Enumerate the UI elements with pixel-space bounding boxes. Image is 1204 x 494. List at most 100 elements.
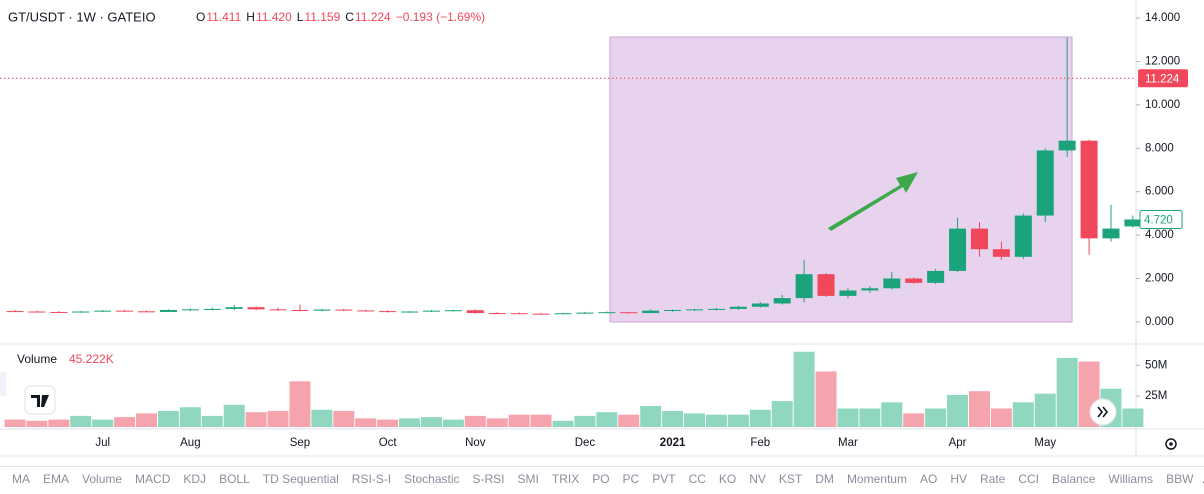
- volume-title: Volume: [17, 352, 57, 366]
- indicator-button[interactable]: Balance: [1052, 472, 1096, 486]
- indicator-button[interactable]: MA: [12, 472, 30, 486]
- x-tick-label: Mar: [838, 437, 858, 449]
- indicator-button[interactable]: BBW: [1166, 472, 1194, 486]
- volume-tick-label: 25M: [1145, 390, 1167, 402]
- ohlc-value: 11.224: [355, 10, 391, 24]
- indicator-button[interactable]: CC: [688, 472, 706, 486]
- candle-body: [116, 310, 134, 312]
- trend-arrow: [828, 172, 918, 231]
- indicator-button[interactable]: AO: [919, 472, 938, 486]
- candle-body: [466, 310, 484, 314]
- scroll-icon: [1097, 406, 1109, 418]
- symbol-title: GT/USDT · 1W · GATEIO: [8, 9, 156, 24]
- settings-button[interactable]: [1165, 438, 1177, 450]
- candle-body: [313, 309, 331, 311]
- change-text: −0.193 (−1.69%): [396, 10, 485, 24]
- volume-bar: [48, 419, 70, 427]
- current-price-box: [1139, 209, 1183, 229]
- candle-body: [927, 270, 945, 283]
- volume-bar: [859, 408, 881, 427]
- volume-bar: [903, 413, 925, 427]
- candle-body: [707, 308, 725, 310]
- y-tick-label: 0.000: [1145, 316, 1174, 328]
- x-tick-label: Jul: [95, 437, 110, 449]
- candle-body: [992, 249, 1010, 257]
- candle-body: [598, 312, 616, 314]
- indicator-button[interactable]: SMI: [517, 472, 539, 486]
- ohlc-value: 11.420: [256, 10, 292, 24]
- volume-bar: [223, 404, 245, 427]
- indicator-button[interactable]: MACD: [135, 472, 171, 486]
- indicator-button[interactable]: Williams: [1108, 472, 1154, 486]
- indicator-button[interactable]: S-RSI: [472, 472, 505, 486]
- indicator-button[interactable]: Rate: [979, 472, 1006, 486]
- candle-body: [620, 312, 638, 314]
- indicator-button[interactable]: TD Sequential: [262, 472, 339, 486]
- indicator-button[interactable]: CCI: [1018, 472, 1040, 486]
- indicator-button[interactable]: Volume: [82, 472, 123, 486]
- logo-mark: [31, 395, 49, 407]
- y-tick-label: 14.000: [1145, 12, 1180, 24]
- ohlc-key: H: [246, 10, 255, 24]
- settings-dot: [1169, 442, 1173, 446]
- volume-bar: [26, 420, 48, 427]
- volume-bar: [837, 408, 859, 427]
- current-price-label: 4.720: [1144, 215, 1173, 227]
- indicator-button[interactable]: PO: [592, 472, 610, 486]
- candle-body: [181, 309, 199, 311]
- volume-bar: [727, 414, 749, 427]
- volume-bar: [968, 391, 990, 427]
- x-tick-label: May: [1034, 437, 1056, 449]
- left-handle[interactable]: [0, 372, 6, 396]
- x-tick-label: Aug: [180, 437, 200, 449]
- candle-body: [94, 310, 112, 312]
- volume-bar: [793, 351, 815, 427]
- indicator-button[interactable]: DM: [815, 472, 834, 486]
- candle-body: [751, 303, 769, 307]
- indicator-button[interactable]: TRIX: [551, 472, 580, 486]
- candle-body: [664, 310, 682, 312]
- ohlc-key: O: [196, 10, 205, 24]
- candle-body: [861, 288, 879, 291]
- indicator-button[interactable]: HV: [950, 472, 967, 486]
- candle-body: [1036, 150, 1054, 216]
- volume-bar: [420, 417, 442, 427]
- candle-body: [686, 309, 704, 311]
- volume-bar: [1034, 393, 1056, 427]
- candle-body: [576, 312, 594, 314]
- volume-bar: [464, 415, 486, 427]
- ohlc-value: 11.411: [206, 10, 241, 24]
- indicator-button[interactable]: NV: [749, 472, 766, 486]
- candle-body: [554, 313, 572, 315]
- ohlc-key: L: [297, 10, 304, 24]
- indicator-button[interactable]: EMA: [43, 472, 70, 486]
- candle-body: [1014, 215, 1032, 257]
- volume-bar: [136, 413, 158, 427]
- indicator-button[interactable]: PC: [622, 472, 640, 486]
- candle-body: [905, 278, 923, 283]
- volume-bar: [333, 410, 355, 427]
- x-tick-label: Dec: [575, 437, 596, 449]
- indicator-button[interactable]: PVT: [652, 472, 676, 486]
- volume-bar: [157, 410, 179, 427]
- x-tick-label: Oct: [379, 437, 398, 449]
- indicator-button[interactable]: KST: [778, 472, 803, 486]
- candle-body: [379, 311, 397, 313]
- x-tick-label: Sep: [290, 437, 310, 449]
- volume-bar: [70, 415, 92, 427]
- indicator-button[interactable]: Momentum: [846, 472, 907, 486]
- candle-body: [444, 310, 462, 312]
- volume-bar: [552, 420, 574, 427]
- indicator-button[interactable]: Stochastic: [404, 472, 460, 486]
- candle-body: [1124, 219, 1142, 227]
- indicator-button[interactable]: KO: [718, 472, 737, 486]
- candle-body: [729, 306, 747, 309]
- volume-bar: [925, 408, 947, 427]
- indicator-button[interactable]: BOLL: [219, 472, 250, 486]
- candle-body: [269, 309, 287, 311]
- indicator-button[interactable]: KDJ: [183, 472, 207, 486]
- candle-body: [28, 311, 46, 313]
- indicator-button[interactable]: RSI-S-I: [351, 472, 392, 486]
- candle-body: [72, 311, 90, 313]
